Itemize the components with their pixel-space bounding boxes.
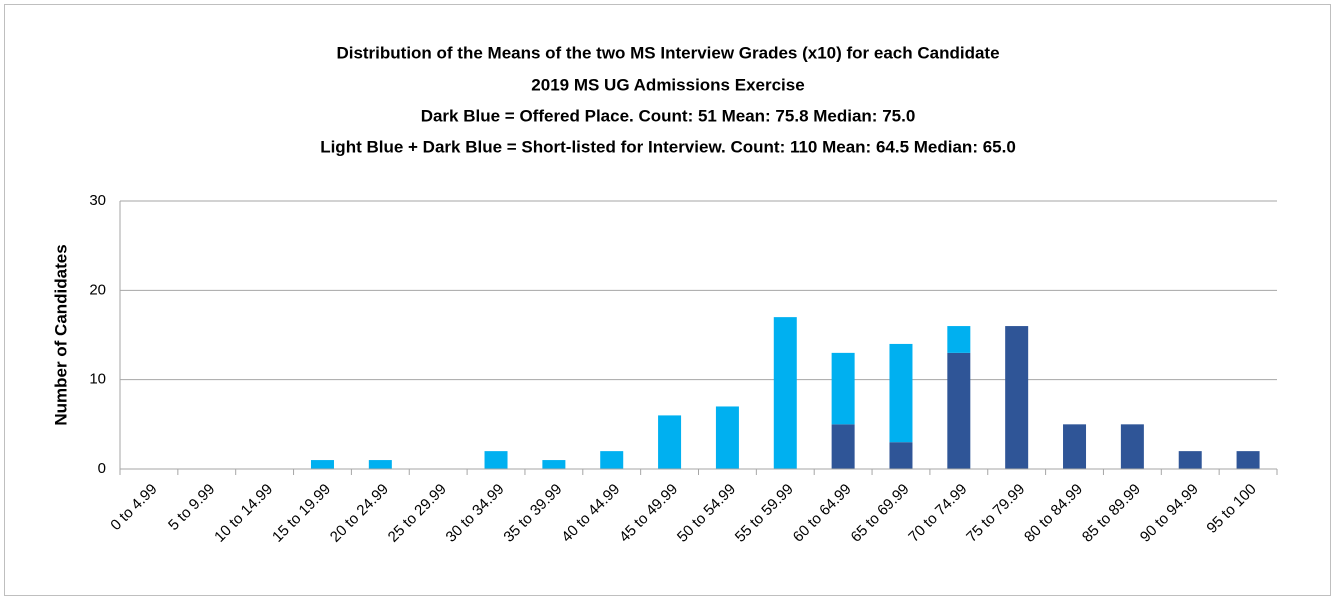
y-axis-label: Number of Candidates: [51, 244, 70, 425]
bar-segment: [831, 352, 855, 425]
bar-segment: [947, 352, 971, 469]
bar-segment: [1236, 451, 1260, 469]
chart-subtitle: Light Blue + Dark Blue = Short-listed fo…: [320, 137, 1016, 156]
bar-segment: [600, 451, 624, 469]
bar-segment: [484, 451, 508, 469]
bar-segment: [1005, 326, 1029, 469]
chart-subtitle: Dark Blue = Offered Place. Count: 51 Mea…: [421, 106, 916, 125]
chart-title: Distribution of the Means of the two MS …: [336, 43, 999, 62]
bar-segment: [1063, 424, 1087, 469]
y-tick-label: 30: [89, 192, 106, 209]
bar-segment: [368, 460, 392, 469]
bar-segment: [658, 415, 682, 469]
bar-segment: [1120, 424, 1144, 469]
bar-segment: [542, 460, 566, 469]
bar-segment: [947, 326, 971, 353]
bar-segment: [310, 460, 334, 469]
chart-title: 2019 MS UG Admissions Exercise: [531, 75, 804, 94]
y-tick-label: 20: [89, 281, 106, 298]
bar-segment: [889, 442, 913, 469]
y-tick-label: 10: [89, 371, 106, 388]
bar-segment: [715, 406, 739, 469]
chart-border: [4, 4, 1331, 596]
bar-segment: [773, 317, 797, 469]
y-tick-label: 0: [98, 460, 106, 477]
bar-segment: [831, 424, 855, 469]
bar-segment: [1178, 451, 1202, 469]
bar-segment: [889, 343, 913, 443]
